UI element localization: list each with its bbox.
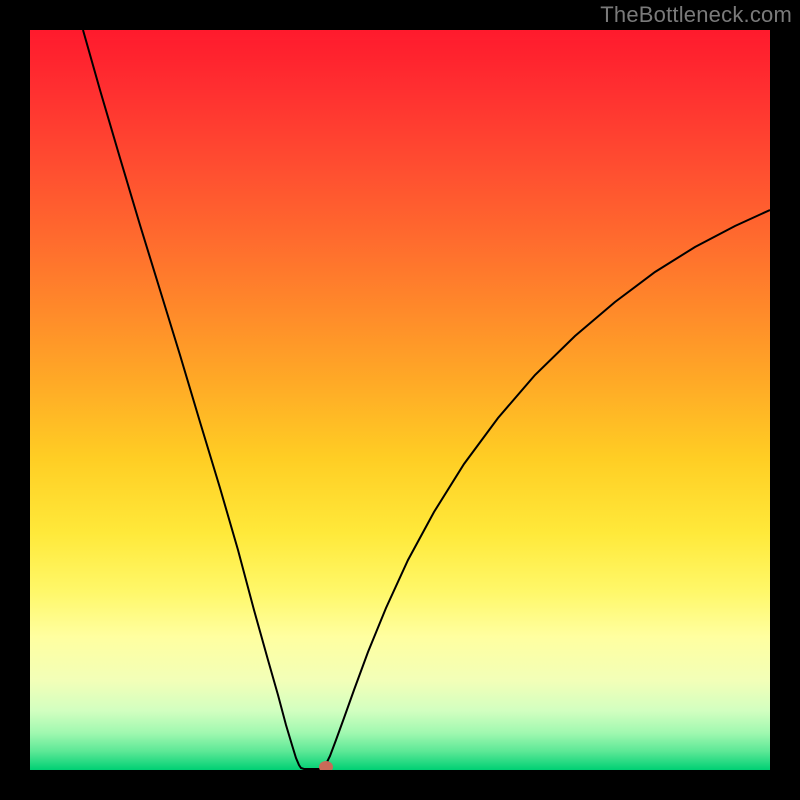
gradient-background <box>30 30 770 770</box>
watermark-text: TheBottleneck.com <box>600 2 792 28</box>
chart-container: TheBottleneck.com <box>0 0 800 800</box>
bottleneck-chart <box>0 0 800 800</box>
